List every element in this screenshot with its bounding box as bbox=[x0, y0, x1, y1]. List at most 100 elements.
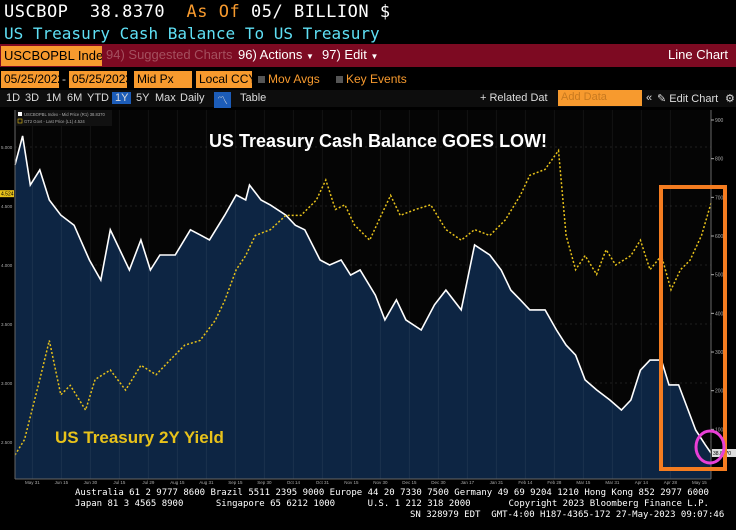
period-1m[interactable]: 1M bbox=[46, 92, 62, 104]
x-tick-label: Aug 31 bbox=[199, 480, 214, 485]
left-tick-label: 3.000 bbox=[1, 381, 13, 386]
right-tick-label: 400 bbox=[715, 311, 724, 317]
left-last-value: 4.524 bbox=[1, 192, 14, 198]
x-tick-label: Jan 17 bbox=[461, 480, 475, 485]
key-events-checkbox[interactable]: Key Events bbox=[336, 72, 407, 86]
x-tick-label: Dec 15 bbox=[402, 480, 417, 485]
period-ytd[interactable]: YTD bbox=[87, 92, 109, 104]
x-tick-label: May 31 bbox=[25, 480, 40, 485]
ticker: USCBOP bbox=[4, 2, 69, 22]
caret-down-icon: ▼ bbox=[305, 52, 314, 61]
right-tick-label: 600 bbox=[715, 234, 724, 240]
security-description: US Treasury Cash Balance To US Treasury bbox=[4, 24, 380, 43]
right-tick-label: 900 bbox=[715, 118, 724, 124]
footer-session: SN 328979 EDT GMT-4:00 H187-4365-172 27-… bbox=[410, 510, 725, 520]
footer-contacts-2: Japan 81 3 4565 8900 Singapore 65 6212 1… bbox=[75, 499, 709, 509]
annotation-title: US Treasury Cash Balance GOES LOW! bbox=[209, 131, 547, 151]
legend-swatch-yield bbox=[17, 118, 23, 124]
period-1d[interactable]: 1D bbox=[6, 92, 21, 104]
chart-type-label[interactable]: Line Chart bbox=[668, 47, 728, 62]
legend-entry-cash: USCBOPBL Index - Mid Price (R1) 38.8370 bbox=[24, 112, 106, 117]
x-tick-label: Jan 31 bbox=[490, 480, 504, 485]
edit-chart-button[interactable]: ✎ Edit Chart bbox=[657, 93, 719, 105]
footer-contacts-1: Australia 61 2 9777 8600 Brazil 5511 239… bbox=[75, 488, 709, 498]
line-chart-icon[interactable]: 〽 bbox=[214, 92, 231, 108]
period-max[interactable]: Max bbox=[155, 92, 176, 104]
security-field[interactable]: USCBOPBL Index bbox=[1, 46, 102, 66]
x-tick-label: Mar 31 bbox=[605, 480, 620, 485]
right-tick-label: 300 bbox=[715, 350, 724, 356]
highlight-rectangle bbox=[659, 185, 727, 471]
x-tick-label: Feb 28 bbox=[547, 480, 562, 485]
gear-icon[interactable]: ⚙ bbox=[725, 93, 735, 105]
security-header: USCBOP 38.8370 As Of 05/ BILLION $ bbox=[4, 2, 391, 22]
x-tick-label: May 15 bbox=[692, 480, 707, 485]
highlight-circle bbox=[694, 429, 726, 465]
x-tick-label: Oct 14 bbox=[287, 480, 301, 485]
x-tick-label: Apr 28 bbox=[664, 480, 678, 485]
collapse-icon[interactable]: « bbox=[646, 92, 653, 104]
x-tick-label: Jul 29 bbox=[142, 480, 155, 485]
mov-avgs-label: Mov Avgs bbox=[268, 72, 320, 86]
caret-down-icon: ▼ bbox=[370, 52, 379, 61]
table-button[interactable]: Table bbox=[240, 92, 267, 104]
last-value: 38.8370 bbox=[89, 2, 166, 22]
checkbox-icon bbox=[258, 76, 265, 83]
x-tick-label: Sep 30 bbox=[257, 480, 272, 485]
cash-balance-line bbox=[14, 135, 712, 454]
cash-balance-area bbox=[15, 135, 711, 479]
left-last-value-box bbox=[0, 190, 14, 198]
right-tick-label: 800 bbox=[715, 157, 724, 163]
period-6m[interactable]: 6M bbox=[67, 92, 83, 104]
annotation-yield-label: US Treasury 2Y Yield bbox=[55, 428, 224, 447]
price-field[interactable]: Mid Px bbox=[134, 71, 192, 88]
key-events-label: Key Events bbox=[346, 72, 407, 86]
x-tick-label: Jun 15 bbox=[55, 480, 69, 485]
x-tick-label: Oct 31 bbox=[316, 480, 330, 485]
unit: BILLION $ bbox=[293, 2, 391, 22]
yield-line bbox=[14, 148, 712, 456]
checkbox-icon bbox=[336, 76, 343, 83]
start-date-field[interactable]: 05/25/2022 bbox=[1, 71, 59, 88]
right-tick-label: 100 bbox=[715, 427, 724, 433]
period-1y[interactable]: 1Y bbox=[112, 92, 132, 104]
left-tick-label: 2.500 bbox=[1, 440, 13, 445]
actions-button[interactable]: 96) Actions ▼ bbox=[238, 47, 314, 62]
x-tick-label: Sep 15 bbox=[228, 480, 243, 485]
suggested-charts-button[interactable]: 94) Suggested Charts bbox=[106, 47, 233, 62]
left-tick-label: 3.500 bbox=[1, 322, 13, 327]
legend-entry-yield: GT2 Govt - Last Price (L1) 4.524 bbox=[24, 119, 85, 124]
as-of-date: 05/ bbox=[250, 2, 284, 22]
legend-swatch-cash bbox=[18, 112, 22, 116]
right-tick-label: 500 bbox=[715, 273, 724, 279]
x-tick-label: Nov 15 bbox=[344, 480, 359, 485]
actions-label: 96) Actions bbox=[238, 47, 303, 62]
x-tick-label: Jul 15 bbox=[113, 480, 126, 485]
x-tick-label: Apr 14 bbox=[635, 480, 649, 485]
x-tick-label: Dec 30 bbox=[431, 480, 446, 485]
legend-box bbox=[16, 110, 112, 126]
end-date-field[interactable]: 05/25/2023 bbox=[69, 71, 127, 88]
frequency-select[interactable]: Daily bbox=[180, 92, 205, 104]
related-data-button[interactable]: + Related Dat bbox=[480, 92, 548, 104]
x-tick-label: Aug 15 bbox=[170, 480, 185, 485]
left-tick-label: 4.000 bbox=[1, 263, 13, 268]
add-data-input[interactable]: Add Data bbox=[558, 90, 642, 106]
period-5y[interactable]: 5Y bbox=[136, 92, 150, 104]
date-separator: - bbox=[62, 72, 66, 86]
currency-select[interactable]: Local CCY bbox=[196, 71, 252, 88]
right-tick-label: 700 bbox=[715, 195, 724, 201]
x-tick-label: Jun 30 bbox=[84, 480, 98, 485]
mov-avgs-checkbox[interactable]: Mov Avgs bbox=[258, 72, 320, 86]
x-tick-label: Feb 14 bbox=[518, 480, 533, 485]
edit-chart-label: Edit Chart bbox=[669, 93, 719, 105]
period-3d[interactable]: 3D bbox=[25, 92, 40, 104]
x-tick-label: Nov 30 bbox=[373, 480, 388, 485]
as-of-label: As Of bbox=[186, 2, 241, 22]
main-toolbar: USCBOPBL Index 94) Suggested Charts 96) … bbox=[0, 44, 736, 67]
edit-button[interactable]: 97) Edit ▼ bbox=[322, 47, 378, 62]
left-tick-label: 5.000 bbox=[1, 145, 13, 150]
right-tick-label: 200 bbox=[715, 389, 724, 395]
left-tick-label: 4.500 bbox=[1, 204, 13, 209]
